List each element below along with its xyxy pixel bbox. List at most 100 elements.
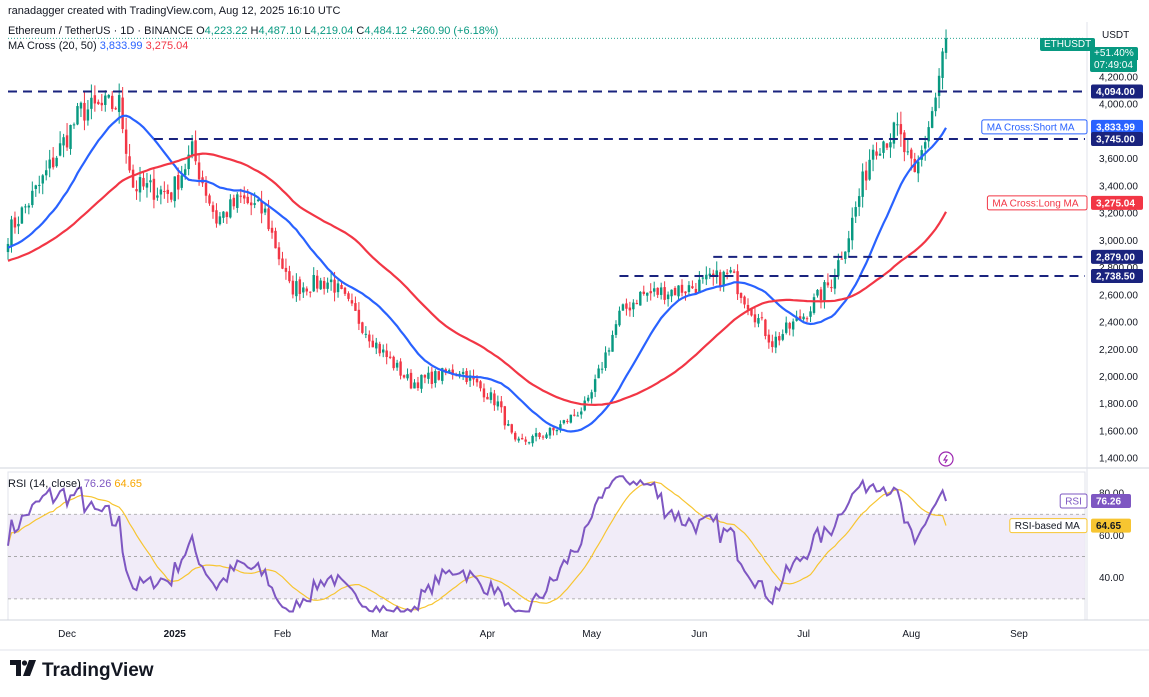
candle-body: [833, 277, 837, 289]
candle-body: [607, 350, 611, 352]
time-tick-label: Mar: [371, 629, 389, 640]
candle-body: [79, 102, 83, 109]
rsi-indicator-label[interactable]: RSI (14, close): [8, 478, 81, 490]
candle-body: [62, 137, 65, 146]
candle-body: [520, 438, 524, 440]
candle-body: [507, 424, 510, 426]
candle-body: [413, 382, 416, 389]
currency-label: USDT: [1102, 30, 1130, 41]
candle-body: [58, 143, 62, 156]
candle-body: [559, 424, 562, 430]
candle-body: [510, 424, 513, 433]
candle-body: [298, 279, 302, 294]
candle-body: [239, 195, 242, 197]
candle-body: [114, 108, 117, 110]
candle-body: [232, 197, 236, 207]
candle-body: [774, 336, 778, 348]
candle-body: [771, 341, 774, 348]
candle-body: [156, 195, 159, 198]
candle-body: [420, 374, 423, 389]
candle-body: [65, 135, 69, 148]
candle-body: [764, 319, 767, 337]
candle-body: [899, 124, 903, 135]
candle-body: [496, 401, 500, 407]
candle-body: [885, 143, 889, 148]
price-tick-label: 2,200.00: [1099, 345, 1138, 356]
candle-body: [180, 175, 183, 188]
candle-body: [177, 174, 180, 190]
time-tick-label: Sep: [1010, 629, 1028, 640]
candle-body: [646, 292, 649, 296]
candle-body: [357, 309, 361, 324]
candle-body: [350, 300, 354, 304]
candle-body: [802, 316, 805, 320]
candle-body: [395, 362, 399, 368]
candle-body: [597, 368, 600, 379]
candle-body: [812, 297, 816, 313]
candle-body: [673, 287, 677, 296]
candle-body: [20, 207, 24, 224]
candle-body: [659, 287, 663, 295]
ma-indicator-label[interactable]: MA Cross (20, 50): [8, 40, 97, 52]
candle-body: [903, 132, 906, 153]
candle-body: [868, 159, 871, 180]
candle-body: [10, 219, 13, 246]
price-axis-tag: [1091, 249, 1143, 264]
candle-body: [656, 287, 659, 295]
candle-body: [434, 371, 437, 384]
candle-body: [111, 95, 114, 109]
price-axis-tag: [1091, 84, 1143, 99]
candle-body: [190, 141, 194, 156]
candle-body: [375, 342, 378, 349]
candle-body: [670, 289, 673, 297]
candle-body: [322, 280, 326, 289]
candle-body: [274, 230, 277, 249]
candle-body: [580, 411, 583, 415]
candle-body: [718, 272, 722, 287]
candle-body: [284, 267, 288, 272]
candle-body: [830, 286, 833, 289]
candle-body: [837, 260, 840, 277]
chart-creator-line: ranadagger created with TradingView.com,…: [8, 5, 340, 17]
candle-body: [312, 275, 315, 292]
candle-body: [701, 277, 705, 279]
candle-body: [222, 211, 225, 218]
candle-body: [402, 375, 406, 378]
candle-body: [138, 177, 142, 193]
candle-body: [809, 311, 812, 317]
candle-body: [791, 321, 795, 330]
candle-body: [31, 190, 34, 206]
candle-body: [479, 381, 482, 389]
candle-body: [406, 374, 409, 379]
bar-countdown-tag: 07:49:04: [1090, 59, 1137, 72]
candle-body: [819, 289, 823, 301]
candle-body: [687, 285, 691, 292]
candle-body: [878, 153, 882, 156]
candle-body: [319, 280, 322, 290]
candle-body: [461, 371, 465, 375]
candle-body: [124, 129, 128, 154]
rsi-axis-tag: [1091, 494, 1131, 509]
candle-body: [500, 401, 503, 408]
candle-body: [83, 102, 86, 121]
rsi-ma-axis-tag: [1091, 518, 1131, 533]
candle-body: [757, 318, 760, 324]
candle-body: [385, 350, 388, 358]
candle-body: [409, 372, 413, 389]
candle-body: [458, 373, 461, 375]
candle-body: [194, 140, 197, 162]
candle-body: [38, 184, 41, 186]
candle-body: [305, 288, 308, 292]
candle-body: [152, 178, 156, 200]
candle-body: [788, 322, 791, 329]
price-axis-tag: [1091, 268, 1143, 283]
candle-body: [875, 151, 878, 156]
candle-body: [347, 293, 350, 299]
candle-body: [437, 371, 441, 380]
candle-body: [746, 304, 750, 310]
candle-body: [97, 101, 100, 105]
candle-body: [840, 258, 844, 260]
tradingview-brand[interactable]: TradingView: [10, 660, 154, 682]
symbol-name[interactable]: Ethereum / TetherUS · 1D · BINANCE: [8, 25, 194, 37]
